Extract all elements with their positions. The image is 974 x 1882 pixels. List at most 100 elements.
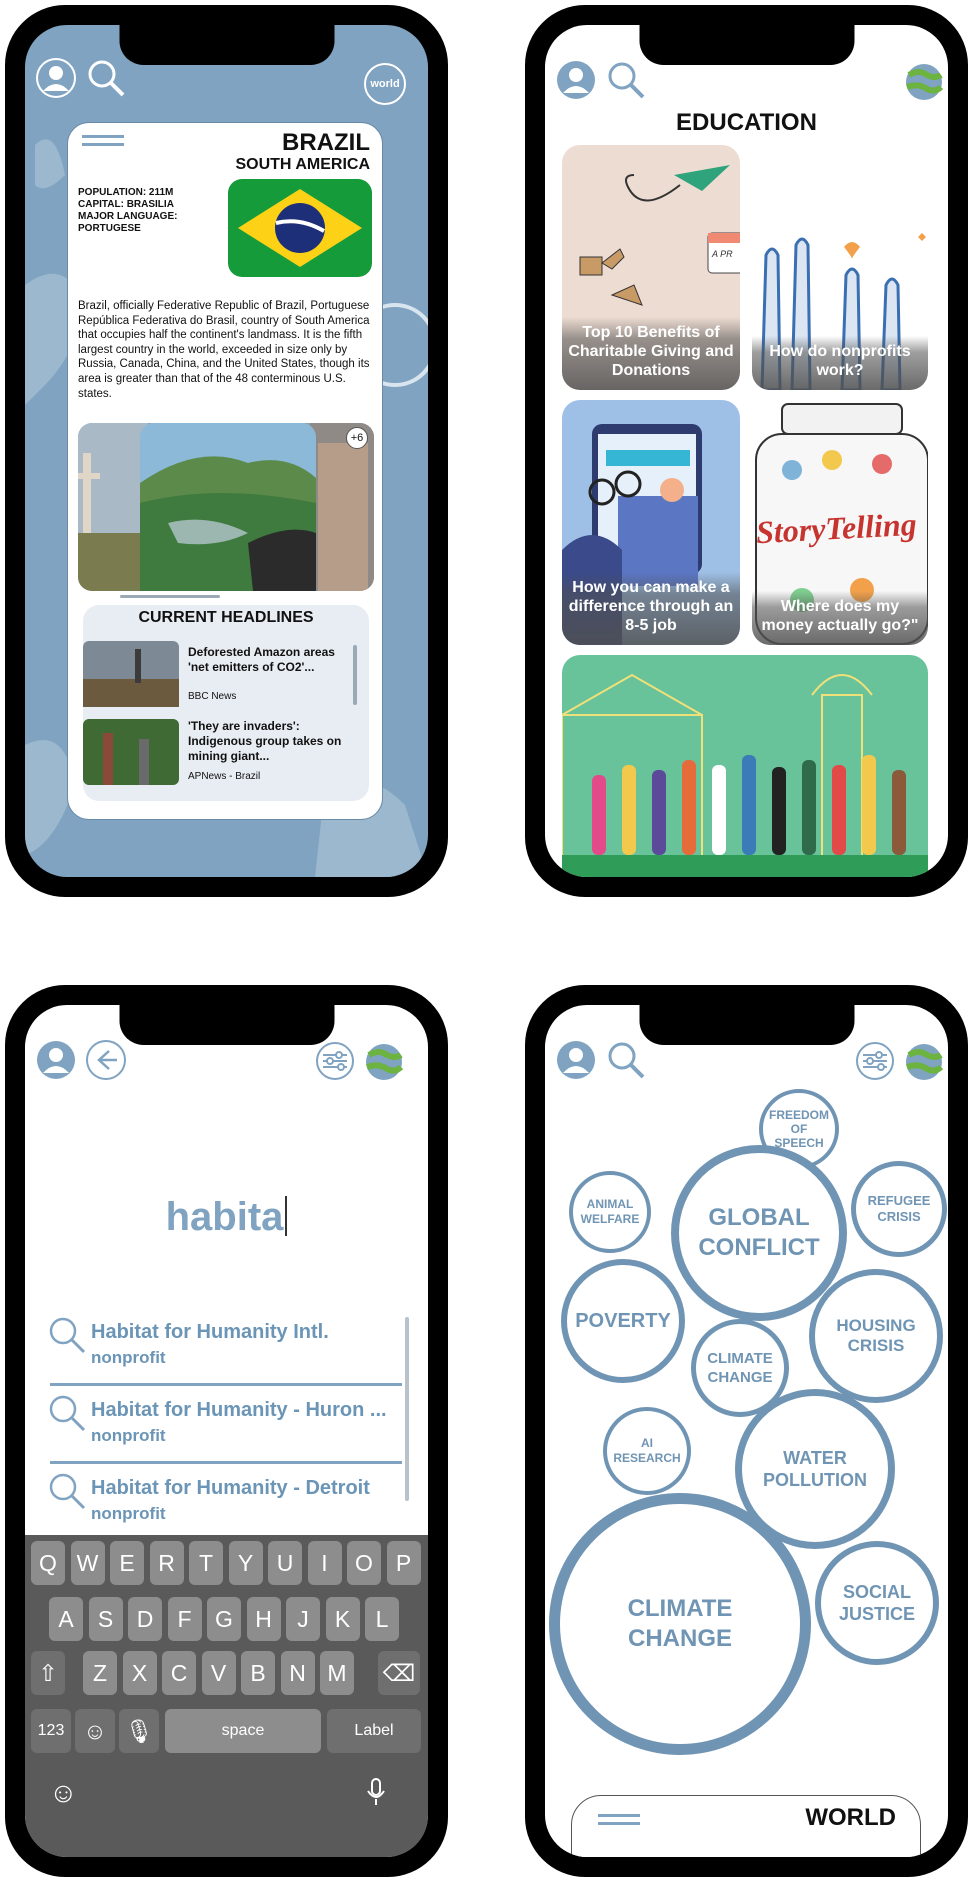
country-screen: world BRAZIL SOUTH AMERICA POPULATION: 2… — [25, 25, 428, 877]
world-button[interactable]: world — [364, 63, 406, 105]
headlines-scrollbar[interactable] — [353, 645, 357, 705]
key-n[interactable]: N — [280, 1651, 315, 1695]
key-c[interactable]: C — [162, 1651, 196, 1695]
world-bottom-sheet[interactable]: WORLD — [571, 1795, 921, 1857]
key-h[interactable]: H — [246, 1597, 281, 1641]
result-title: Habitat for Humanity Intl. — [91, 1321, 329, 1343]
globe-icon[interactable] — [905, 63, 943, 101]
globe-icon[interactable] — [905, 1043, 943, 1081]
key-k[interactable]: K — [325, 1597, 360, 1641]
result-divider — [50, 1383, 402, 1386]
headline-item[interactable]: 'They are invaders': Indigenous group ta… — [83, 719, 369, 789]
key-b[interactable]: B — [241, 1651, 275, 1695]
headline-item[interactable]: Deforested Amazon areas 'net emitters of… — [83, 641, 369, 711]
notch — [639, 25, 854, 65]
gallery-scrollbar[interactable] — [120, 595, 220, 598]
key-z[interactable]: Z — [83, 1651, 117, 1695]
key-j[interactable]: J — [286, 1597, 320, 1641]
profile-icon[interactable] — [35, 57, 77, 99]
menu-handle-icon[interactable] — [82, 135, 124, 147]
gallery-images — [78, 423, 374, 591]
key-w[interactable]: W — [70, 1541, 105, 1585]
profile-icon[interactable] — [555, 59, 597, 101]
return-key[interactable]: Label — [327, 1709, 421, 1753]
key-r[interactable]: R — [149, 1541, 184, 1585]
backspace-key[interactable]: ⌫ — [378, 1651, 420, 1695]
emoji-icon[interactable]: ☺ — [49, 1777, 78, 1808]
search-icon[interactable] — [605, 59, 647, 101]
topic-bubble-climate-change[interactable]: CLIMATE CHANGE — [549, 1493, 811, 1755]
key-a[interactable]: A — [49, 1597, 83, 1641]
key-q[interactable]: Q — [31, 1541, 65, 1585]
gallery-more-badge[interactable]: +6 — [346, 427, 368, 449]
emoji-key[interactable]: ☺ — [75, 1709, 115, 1753]
education-screen: EDUCATION A PR Top 10 Benefits of Charit… — [545, 25, 948, 877]
topic-bubble-poverty[interactable]: POVERTY — [561, 1259, 685, 1383]
key-s[interactable]: S — [88, 1597, 123, 1641]
key-t[interactable]: T — [189, 1541, 223, 1585]
stat-language: PORTUGESE — [78, 223, 141, 234]
microphone-icon[interactable] — [365, 1777, 387, 1807]
headline-source: BBC News — [188, 691, 237, 702]
topic-bubble-social-justice[interactable]: SOCIAL JUSTICE — [815, 1541, 939, 1665]
key-l[interactable]: L — [365, 1597, 399, 1641]
topic-bubble-refugee-crisis[interactable]: REFUGEE CRISIS — [851, 1161, 947, 1257]
photo-gallery[interactable]: +6 — [78, 423, 374, 591]
article-tile[interactable] — [562, 655, 928, 877]
key-x[interactable]: X — [122, 1651, 157, 1695]
search-icon[interactable] — [605, 1039, 647, 1081]
search-icon — [49, 1317, 86, 1354]
key-y[interactable]: Y — [228, 1541, 263, 1585]
search-result[interactable]: Habitat for Humanity - Detroit nonprofit — [25, 1471, 428, 1535]
key-u[interactable]: U — [268, 1541, 302, 1585]
topic-bubble-ai-research[interactable]: AI RESEARCH — [603, 1407, 691, 1495]
country-card: BRAZIL SOUTH AMERICA POPULATION: 211M CA… — [67, 122, 383, 820]
sheet-handle-icon[interactable] — [598, 1814, 640, 1826]
headline-thumbnail — [83, 641, 179, 707]
article-tile[interactable]: StoryTelling Where does my money actuall… — [752, 400, 928, 645]
key-v[interactable]: V — [201, 1651, 236, 1695]
key-d[interactable]: D — [128, 1597, 162, 1641]
profile-icon[interactable] — [35, 1039, 77, 1081]
tile-illustration — [562, 673, 928, 877]
filter-icon[interactable] — [855, 1041, 895, 1081]
profile-icon[interactable] — [555, 1039, 597, 1081]
globe-icon[interactable] — [365, 1043, 403, 1081]
headlines-panel: CURRENT HEADLINES Deforested Amazon area… — [83, 605, 369, 801]
search-query-field[interactable]: habita — [25, 1195, 428, 1240]
topic-bubble-animal-welfare[interactable]: ANIMAL WELFARE — [569, 1171, 651, 1253]
result-type: nonprofit — [91, 1426, 166, 1445]
article-tile[interactable]: How do nonprofits work? — [752, 225, 928, 390]
key-f[interactable]: F — [167, 1597, 202, 1641]
topic-bubble-housing-crisis[interactable]: HOUSING CRISIS — [809, 1269, 943, 1403]
article-tile[interactable]: A PR Top 10 Benefits of Charitable Givin… — [562, 145, 740, 390]
results-scrollbar[interactable] — [405, 1317, 409, 1501]
back-arrow-icon[interactable] — [85, 1039, 127, 1081]
numbers-key[interactable]: 123 — [31, 1709, 71, 1753]
key-o[interactable]: O — [347, 1541, 381, 1585]
key-p[interactable]: P — [386, 1541, 421, 1585]
key-m[interactable]: M — [320, 1651, 354, 1695]
search-result[interactable]: Habitat for Humanity - Huron ... nonprof… — [25, 1393, 428, 1457]
key-g[interactable]: G — [207, 1597, 241, 1641]
result-type: nonprofit — [91, 1348, 166, 1367]
tile-label: Where does my money actually go?" — [752, 591, 928, 645]
space-key[interactable]: space — [165, 1709, 321, 1753]
sheet-title: WORLD — [805, 1804, 896, 1831]
shift-key[interactable]: ⇧ — [31, 1651, 65, 1695]
key-e[interactable]: E — [110, 1541, 144, 1585]
key-i[interactable]: I — [307, 1541, 342, 1585]
headline-title: 'They are invaders': Indigenous group ta… — [188, 719, 342, 763]
topic-bubble-water-pollution[interactable]: WATER POLLUTION — [735, 1389, 895, 1549]
search-icon — [49, 1395, 86, 1432]
microphone-key[interactable]: 🎙 — [119, 1709, 159, 1753]
notch — [119, 25, 334, 65]
filter-icon[interactable] — [315, 1041, 355, 1081]
search-icon[interactable] — [85, 57, 127, 99]
search-result[interactable]: Habitat for Humanity Intl. nonprofit — [25, 1315, 428, 1379]
headline-source: APNews - Brazil — [188, 771, 261, 782]
world-screen: FREEDOM OF SPEECH ANIMAL WELFARE GLOBAL … — [545, 1005, 948, 1857]
article-tile[interactable]: How you can make a difference through an… — [562, 400, 740, 645]
topic-bubble-global-conflict[interactable]: GLOBAL CONFLICT — [671, 1145, 847, 1321]
search-query-text: habita — [165, 1195, 284, 1239]
